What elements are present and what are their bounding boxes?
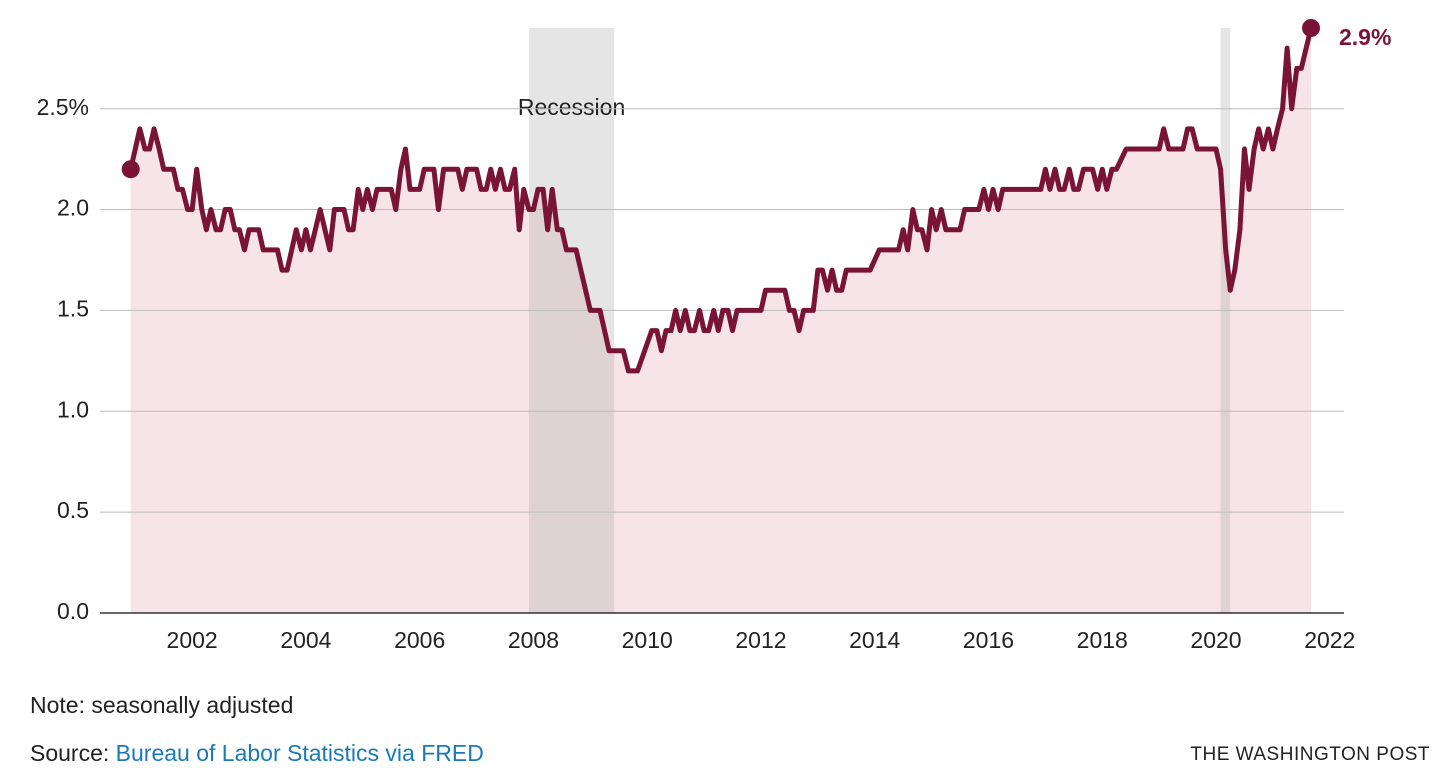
annotation: Recession	[518, 94, 625, 120]
x-tick-label: 2010	[622, 627, 673, 653]
note: Note: seasonally adjusted	[30, 692, 293, 718]
y-tick-label: 0.5	[57, 497, 89, 523]
y-tick-label: 1.5	[57, 295, 89, 321]
credit: THE WASHINGTON POST	[1190, 744, 1430, 765]
start-dot	[121, 160, 140, 179]
x-tick-label: 2004	[280, 627, 331, 653]
end-dot	[1302, 19, 1321, 37]
y-tick-label: 0.0	[57, 598, 89, 624]
y-tick-label: 1.0	[57, 396, 89, 422]
y-tick-label: 2.5%	[37, 94, 89, 120]
end-label: 2.9%	[1339, 24, 1391, 50]
x-tick-label: 2002	[167, 627, 218, 653]
recession-band	[1220, 28, 1231, 613]
x-tick-label: 2022	[1304, 627, 1355, 653]
y-tick-label: 2.0	[57, 195, 89, 221]
x-tick-label: 2012	[735, 627, 786, 653]
source-prefix: Source:	[30, 740, 109, 766]
x-tick-label: 2020	[1190, 627, 1241, 653]
source-link[interactable]: Bureau of Labor Statistics via FRED	[116, 740, 484, 766]
line	[128, 27, 1314, 374]
x-tick-label: 2016	[963, 627, 1014, 653]
x-tick-label: 2006	[394, 627, 445, 653]
x-tick-label: 2014	[849, 627, 900, 653]
source: Source: Bureau of Labor Statistics via F…	[30, 740, 484, 766]
x-tick-label: 2018	[1077, 627, 1128, 653]
x-tick-label: 2008	[508, 627, 559, 653]
